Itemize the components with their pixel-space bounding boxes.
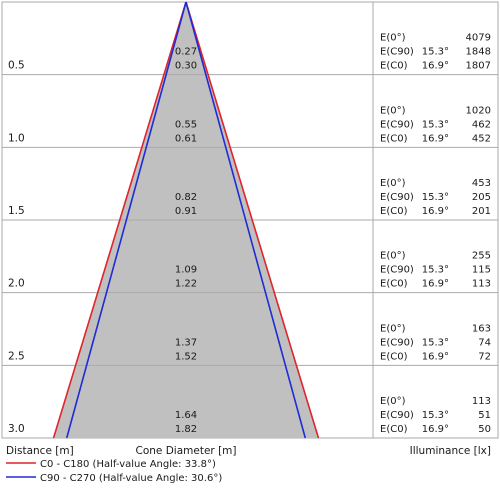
illuminance-ec90-angle: 15.3° — [422, 119, 449, 130]
illuminance-ec0-label: E(C0) — [380, 351, 408, 362]
illuminance-ec0-angle: 16.9° — [422, 424, 449, 435]
distance-label: 2.5 — [8, 350, 25, 362]
illuminance-ec0-angle: 16.9° — [422, 206, 449, 217]
illuminance-ec0-angle: 16.9° — [422, 351, 449, 362]
illuminance-e0-label: E(0°) — [380, 178, 406, 189]
distance-label: 0.5 — [8, 60, 25, 72]
c90-cone-edge-right — [185, 1, 307, 439]
illuminance-e0-label: E(0°) — [380, 396, 406, 407]
cone-diameter-c0: 1.22 — [175, 279, 197, 290]
illuminance-e0-value: 113 — [472, 396, 491, 407]
illuminance-header: Illuminance [lx] — [410, 445, 491, 457]
legend-label: C0 - C180 (Half-value Angle: 33.8°) — [40, 459, 216, 470]
illuminance-ec90-angle: 15.3° — [422, 410, 449, 421]
distance-label: 1.5 — [8, 205, 25, 217]
illuminance-ec0-angle: 16.9° — [422, 133, 449, 144]
illuminance-ec0-label: E(C0) — [380, 133, 408, 144]
cone-diameter-c90: 0.55 — [175, 119, 197, 130]
illuminance-ec90-label: E(C90) — [380, 192, 414, 203]
illuminance-ec90-label: E(C90) — [380, 410, 414, 421]
illuminance-e0-value: 163 — [472, 323, 491, 334]
distance-header: Distance [m] — [6, 445, 74, 457]
cone-diameter-c90: 1.64 — [175, 410, 197, 421]
illuminance-ec90-value: 74 — [478, 337, 491, 348]
c0-cone-edge-left — [52, 1, 187, 439]
illuminance-ec0-angle: 16.9° — [422, 279, 449, 290]
illuminance-ec0-value: 50 — [478, 424, 491, 435]
illuminance-e0-value: 453 — [472, 178, 491, 189]
illuminance-ec90-value: 462 — [472, 119, 491, 130]
cone-diameter-c90: 0.27 — [175, 47, 197, 58]
illuminance-e0-value: 255 — [472, 251, 491, 262]
illuminance-ec90-angle: 15.3° — [422, 192, 449, 203]
illuminance-ec90-angle: 15.3° — [422, 47, 449, 58]
illuminance-ec90-value: 205 — [472, 192, 491, 203]
distance-label: 2.0 — [8, 278, 25, 290]
c0-cone-edge-right — [185, 1, 320, 439]
distance-label: 3.0 — [8, 423, 25, 435]
illuminance-ec90-value: 115 — [472, 265, 491, 276]
legend-label: C90 - C270 (Half-value Angle: 30.6°) — [40, 473, 222, 484]
illuminance-ec0-value: 452 — [472, 133, 491, 144]
cone-diameter-c0: 0.91 — [175, 206, 197, 217]
illuminance-ec0-label: E(C0) — [380, 279, 408, 290]
illuminance-ec0-label: E(C0) — [380, 61, 408, 72]
cone-diameter-c90: 1.09 — [175, 265, 197, 276]
illuminance-ec0-angle: 16.9° — [422, 61, 449, 72]
distance-label: 1.0 — [8, 132, 25, 144]
illuminance-ec0-value: 113 — [472, 279, 491, 290]
illuminance-e0-label: E(0°) — [380, 105, 406, 116]
cone-diameter-c0: 0.30 — [175, 61, 197, 72]
cone-diameter-c0: 1.82 — [175, 424, 197, 435]
illuminance-ec90-value: 51 — [478, 410, 491, 421]
illuminance-ec0-label: E(C0) — [380, 424, 408, 435]
illuminance-ec90-label: E(C90) — [380, 119, 414, 130]
illuminance-ec0-value: 201 — [472, 206, 491, 217]
illuminance-ec0-label: E(C0) — [380, 206, 408, 217]
illuminance-e0-value: 4079 — [466, 33, 491, 44]
c90-cone-edge-left — [65, 1, 187, 439]
illuminance-ec90-label: E(C90) — [380, 337, 414, 348]
illuminance-e0-label: E(0°) — [380, 33, 406, 44]
cone-diameter-c0: 1.52 — [175, 351, 197, 362]
cone-diameter-c90: 0.82 — [175, 192, 197, 203]
cone-diameter-header: Cone Diameter [m] — [136, 445, 237, 457]
illuminance-ec0-value: 1807 — [466, 61, 491, 72]
illuminance-ec90-angle: 15.3° — [422, 265, 449, 276]
cone-diameter-c0: 0.61 — [175, 133, 197, 144]
illuminance-e0-label: E(0°) — [380, 251, 406, 262]
illuminance-e0-value: 1020 — [466, 105, 491, 116]
illuminance-ec90-label: E(C90) — [380, 47, 414, 58]
illuminance-ec90-angle: 15.3° — [422, 337, 449, 348]
illuminance-e0-label: E(0°) — [380, 323, 406, 334]
illuminance-ec90-value: 1848 — [466, 47, 491, 58]
illuminance-ec90-label: E(C90) — [380, 265, 414, 276]
cone-diameter-c90: 1.37 — [175, 337, 197, 348]
illuminance-ec0-value: 72 — [478, 351, 491, 362]
